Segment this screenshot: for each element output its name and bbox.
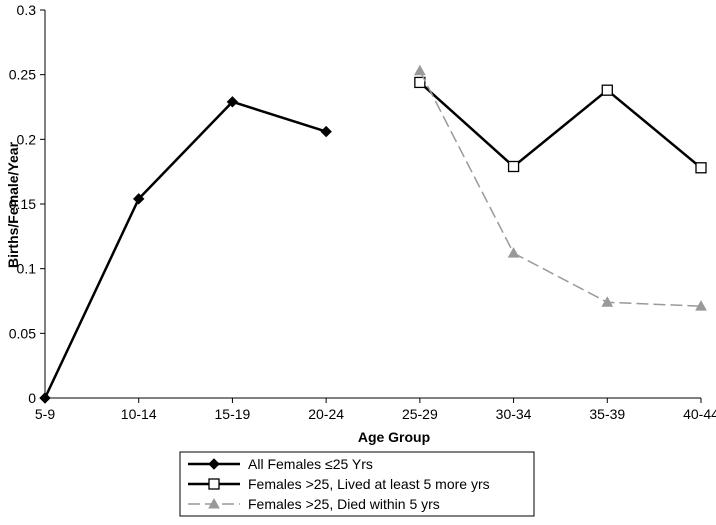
- legend-swatch-marker: [208, 497, 220, 509]
- series-layer: [39, 64, 707, 404]
- series-1-point: [39, 392, 51, 404]
- series-1-point: [133, 193, 145, 205]
- legend-label: Females >25, Died within 5 yrs: [248, 496, 440, 512]
- series-1-line: [43, 100, 327, 399]
- legend: All Females ≤25 Yrs Females >25, Lived at…: [179, 451, 535, 517]
- x-tick-label: 25-29: [402, 406, 438, 422]
- x-tick-label: 15-19: [215, 406, 251, 422]
- series-2-line: [419, 81, 702, 169]
- series-1-point: [226, 96, 239, 108]
- series-3-point: [414, 64, 426, 76]
- legend-swatch-marker: [208, 478, 220, 490]
- series-2-point: [507, 160, 520, 173]
- legend-label: All Females ≤25 Yrs: [248, 456, 373, 472]
- y-tick-label: 0: [28, 390, 36, 406]
- legend-item: Females >25, Died within 5 yrs: [188, 496, 440, 512]
- y-tick-label: 0.15: [9, 196, 36, 212]
- series-3: [414, 64, 707, 311]
- legend-label: Females >25, Lived at least 5 more yrs: [248, 476, 490, 492]
- series-3-point: [601, 296, 614, 307]
- y-tick-label: 0.1: [17, 261, 37, 277]
- x-tick-label: 20-24: [308, 406, 344, 422]
- x-axis: 5-9 10-14 15-19 20-24 25-29 30-34 35-39 40-44: [35, 397, 716, 422]
- x-tick-label: 35-39: [589, 406, 625, 422]
- x-axis-title: Age Group: [358, 429, 430, 445]
- series-2-point: [601, 84, 613, 96]
- y-tick-label: 0.05: [9, 325, 36, 341]
- x-tick-label: 10-14: [121, 406, 157, 422]
- y-tick-label: 0.25: [9, 67, 36, 83]
- legend-swatch-marker: [208, 458, 220, 470]
- legend-item: All Females ≤25 Yrs: [188, 456, 373, 472]
- y-axis-title: Births/Female/Year: [5, 141, 21, 268]
- series-2: [414, 76, 707, 174]
- x-tick-label: 30-34: [496, 406, 532, 422]
- series-3-point: [507, 247, 520, 258]
- y-tick-label: 0.3: [17, 2, 37, 18]
- legend-item: Females >25, Lived at least 5 more yrs: [188, 476, 490, 492]
- series-2-point: [695, 162, 707, 174]
- x-tick-label: 5-9: [35, 406, 55, 422]
- y-tick-label: 0.2: [17, 131, 37, 147]
- y-axis: 0 0.05 0.1 0.15 0.2 0.25 0.3: [9, 2, 46, 406]
- series-3-line: [419, 70, 702, 307]
- series-3-point: [695, 300, 707, 311]
- x-tick-label: 40-44: [683, 406, 716, 422]
- series-1: [39, 96, 332, 404]
- series-2-point: [414, 76, 426, 89]
- series-1-point: [320, 125, 332, 138]
